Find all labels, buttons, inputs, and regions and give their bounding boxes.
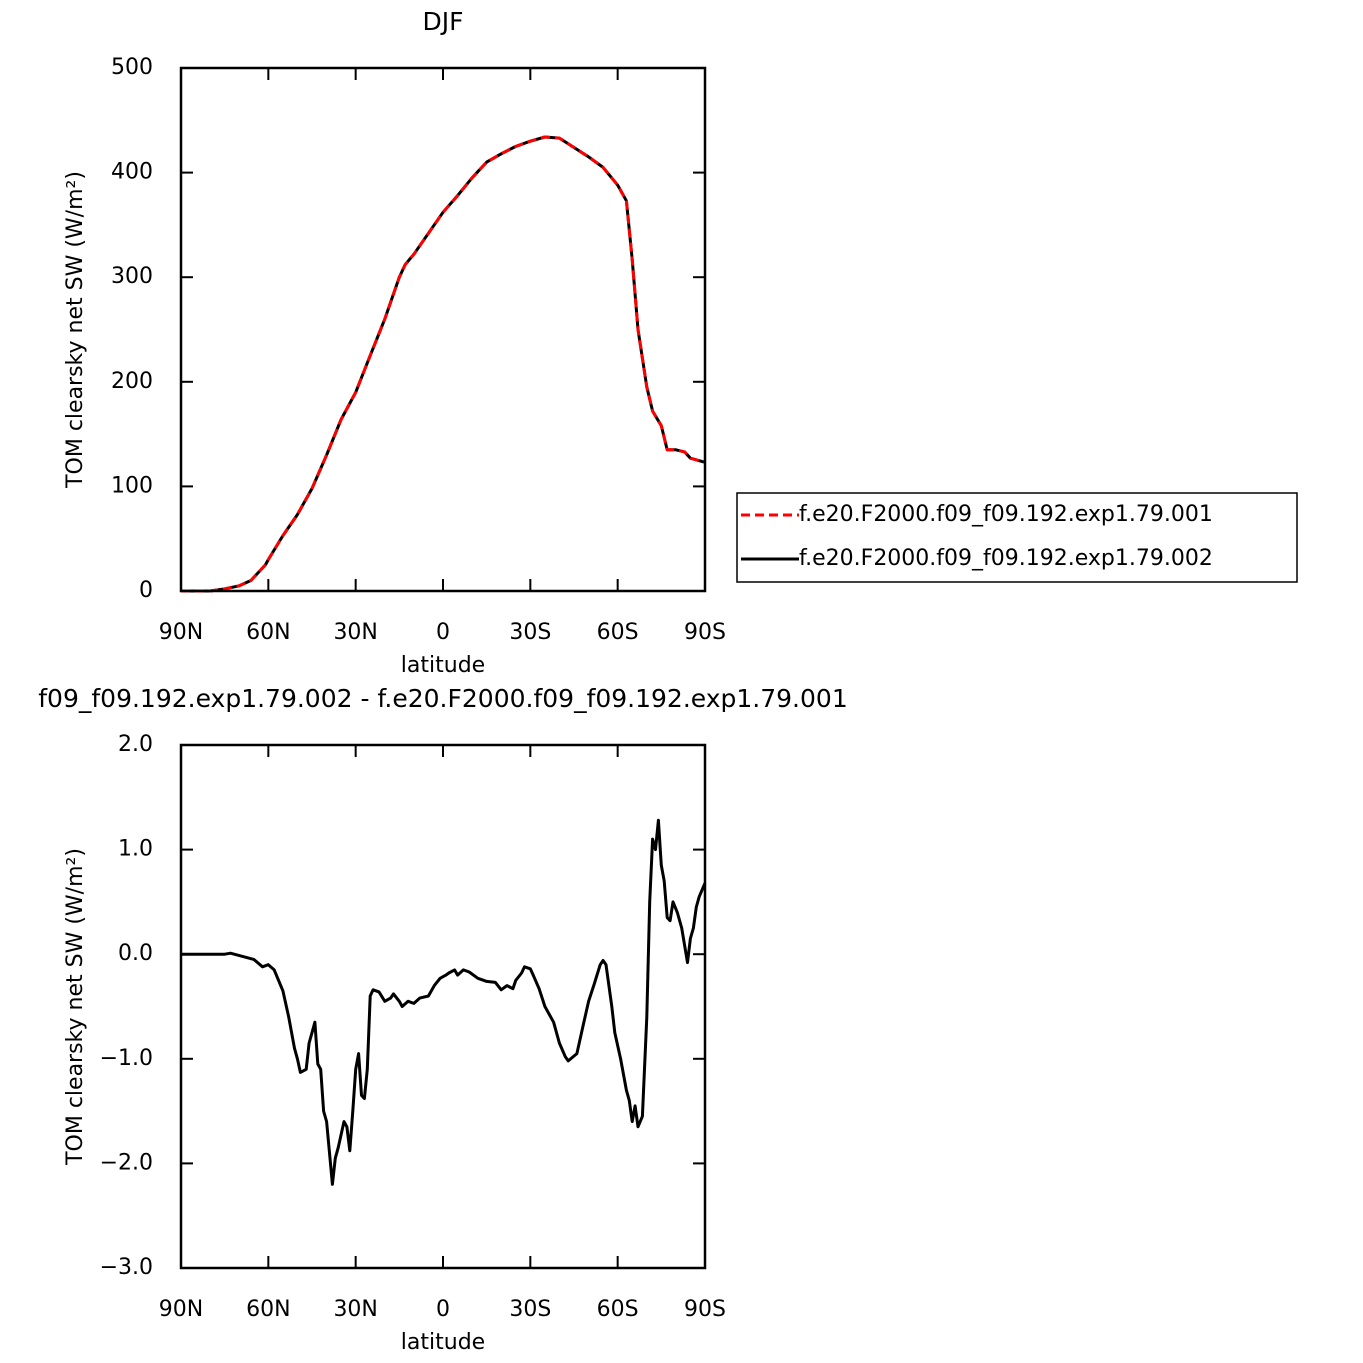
x-axis-label: latitude (401, 1330, 485, 1355)
x-axis-label: latitude (401, 653, 485, 678)
x-tick-label: 30S (509, 620, 551, 645)
x-tick-label: 0 (436, 620, 450, 645)
x-tick-label: 60N (246, 1297, 290, 1322)
x-tick-label: 90N (159, 1297, 203, 1322)
plot-frame (179, 743, 707, 1270)
y-axis-label: TOM clearsky net SW (W/m²) (63, 171, 88, 489)
y-tick-label: 2.0 (118, 732, 153, 757)
x-tick-label: 60S (597, 1297, 639, 1322)
y-tick-label: 0 (139, 578, 153, 603)
x-tick-label: 30N (333, 1297, 377, 1322)
data-line (181, 135, 706, 593)
chart-title: f09_f09.192.exp1.79.002 - f.e20.F2000.f0… (38, 684, 847, 713)
x-tick-label: 30N (333, 620, 377, 645)
y-tick-label: 400 (111, 160, 153, 185)
x-tick-label: 90N (159, 620, 203, 645)
y-tick-label: 300 (111, 264, 153, 289)
y-tick-label: −1.0 (100, 1046, 153, 1071)
data-line (181, 818, 707, 1186)
y-tick-label: 0.0 (118, 941, 153, 966)
y-tick-label: 500 (111, 55, 153, 80)
x-tick-label: 60S (597, 620, 639, 645)
x-tick-label: 90S (684, 620, 726, 645)
plot-frame (179, 66, 707, 593)
chart-title: DJF (422, 7, 463, 36)
y-tick-label: 100 (111, 473, 153, 498)
y-axis-label: TOM clearsky net SW (W/m²) (63, 848, 88, 1166)
x-tick-label: 30S (509, 1297, 551, 1322)
x-tick-label: 90S (684, 1297, 726, 1322)
y-tick-label: 1.0 (118, 837, 153, 862)
legend-label: f.e20.F2000.f09_f09.192.exp1.79.001 (799, 502, 1213, 527)
x-tick-label: 0 (436, 1297, 450, 1322)
y-tick-label: 200 (111, 369, 153, 394)
legend-box (736, 492, 1298, 583)
y-tick-label: −3.0 (100, 1255, 153, 1280)
y-tick-label: −2.0 (100, 1150, 153, 1175)
legend-label: f.e20.F2000.f09_f09.192.exp1.79.002 (799, 546, 1213, 571)
x-tick-label: 60N (246, 620, 290, 645)
